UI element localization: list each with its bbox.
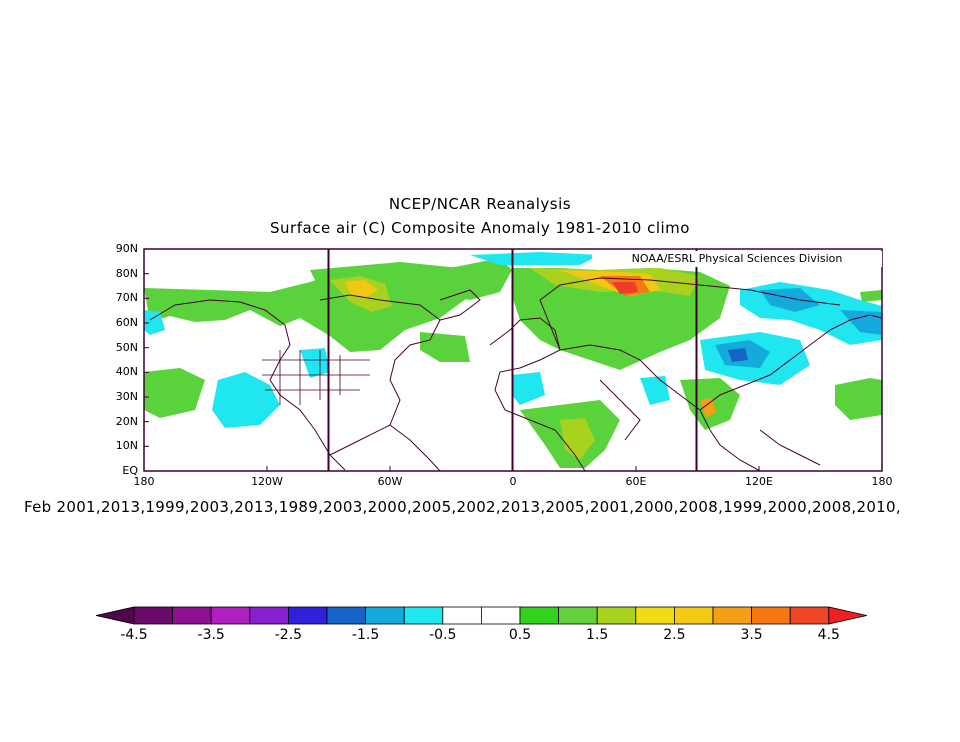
lat-label: 80N	[115, 266, 138, 280]
colorbar-level-label: -1.5	[351, 627, 380, 643]
colorbar-swatch	[789, 606, 830, 625]
warm-anomaly-pacific	[144, 368, 205, 418]
cool-anomaly-east-pacific	[212, 372, 280, 428]
colorbar-swatch	[480, 606, 521, 625]
colorbar-swatch	[365, 606, 405, 625]
lon-label: 180	[133, 475, 155, 488]
colorbar-swatch	[712, 606, 752, 625]
warm-anomaly-bering	[860, 290, 882, 302]
warm-anomaly-west-pacific	[835, 378, 882, 420]
cool-anomaly-arctic	[470, 252, 600, 265]
colorbar-level-label: -3.5	[197, 627, 225, 643]
coastlines	[149, 277, 882, 471]
lon-label: 120E	[745, 475, 773, 488]
colorbar-swatch	[635, 606, 675, 625]
colorbar-swatch	[210, 606, 251, 625]
cool-anomaly-core	[728, 348, 748, 362]
colorbar-swatch	[287, 606, 328, 625]
colorbar-level-label: 0.5	[508, 627, 532, 643]
warm-anomaly-red	[612, 282, 638, 294]
warm-anomaly-east-africa	[560, 418, 595, 460]
colorbar-swatch	[249, 606, 289, 625]
axis-ticks	[143, 248, 883, 472]
lon-label: 60W	[377, 475, 403, 488]
colorbar-swatch	[133, 606, 173, 625]
lat-label: EQ	[122, 464, 138, 477]
colorbar-swatch	[172, 606, 212, 625]
lon-label: 60E	[625, 475, 647, 488]
lat-label: 40N	[115, 365, 138, 379]
lon-label: 120W	[251, 475, 283, 488]
colorbar-swatch	[751, 606, 791, 625]
anomaly-fields	[144, 252, 882, 471]
us-state-borders	[262, 350, 370, 405]
colorbar-swatch	[558, 606, 598, 625]
colorbar-swatch	[442, 606, 482, 625]
credit-label: NOAA/ESRL Physical Sciences Division	[592, 251, 882, 267]
warm-anomaly-yellow	[345, 280, 378, 298]
cool-anomaly-east-siberia	[760, 288, 820, 312]
lat-label: 50N	[115, 340, 138, 354]
colorbar-swatch	[596, 606, 637, 625]
lon-label: 180	[871, 475, 893, 488]
lat-label: 60N	[115, 316, 138, 329]
colorbar-swatch	[519, 606, 559, 625]
colorbar-swatch	[326, 606, 366, 625]
lat-label: 90N	[115, 242, 138, 255]
colorbar-swatch	[674, 606, 714, 625]
colorbar-level-label: -2.5	[274, 627, 303, 643]
warm-anomaly-atlantic	[420, 332, 470, 362]
colorbar-level-label: 4.5	[817, 627, 840, 643]
cool-anomaly-okhotsk	[840, 310, 882, 335]
colorbar-level-label: -4.5	[120, 627, 148, 643]
colorbar-level-label: 3.5	[740, 627, 763, 643]
cool-anomaly-middle-east	[640, 376, 670, 405]
lat-label: 70N	[115, 291, 138, 305]
chart-title: NCEP/NCAR Reanalysis	[388, 195, 572, 213]
colorbar-level-label: 1.5	[586, 627, 609, 643]
colorbar-low-arrow	[95, 606, 135, 625]
warm-anomaly-indochina	[700, 398, 716, 418]
lat-label: 30N	[115, 390, 138, 403]
colorbar-level-label: -0.5	[429, 627, 457, 643]
colorbar-high-arrow	[828, 606, 867, 625]
composite-years-caption: Feb 2001,2013,1999,2003,2013,1989,2003,2…	[24, 498, 901, 516]
cool-anomaly-sahara	[512, 372, 545, 405]
lat-label: 20N	[115, 414, 138, 428]
cool-anomaly-us	[300, 348, 330, 378]
lon-label: 0	[509, 475, 517, 488]
colorbar-swatch	[403, 606, 444, 625]
colorbar	[95, 606, 867, 625]
cool-anomaly-alaska	[144, 310, 165, 335]
colorbar-level-label: 2.5	[663, 627, 686, 643]
lat-label: 10N	[115, 439, 138, 453]
chart-subtitle: Surface air (C) Composite Anomaly 1981-2…	[270, 219, 690, 237]
